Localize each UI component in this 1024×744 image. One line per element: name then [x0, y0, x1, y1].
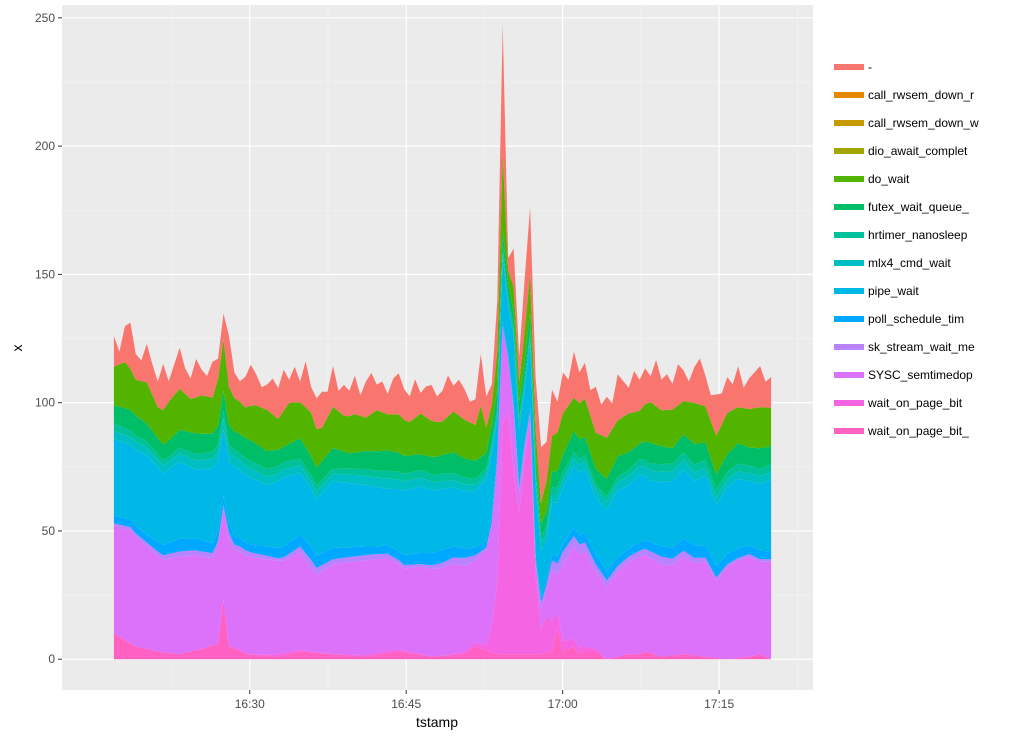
x-tick-label: 16:45	[391, 697, 421, 711]
area-series-dash	[113, 25, 772, 504]
x-tick-label: 17:00	[548, 697, 578, 711]
legend-label: -	[868, 60, 872, 74]
x-tick-label: 17:15	[704, 697, 734, 711]
legend-swatch	[834, 260, 864, 266]
legend-label: call_rwsem_down_r	[868, 88, 974, 102]
y-tick-label: 50	[42, 524, 56, 538]
x-axis-title: tstamp	[416, 714, 458, 730]
legend-swatch	[834, 316, 864, 322]
area-series-mlx4-cmd-wait	[113, 250, 772, 552]
area-series-futex-wait-queue	[113, 230, 772, 538]
y-tick-label: 250	[35, 11, 55, 25]
legend-swatch	[834, 92, 864, 98]
legend-swatch	[834, 428, 864, 434]
y-tick-label: 0	[48, 652, 55, 666]
legend-label: do_wait	[868, 172, 910, 186]
legend: - call_rwsem_down_r call_rwsem_down_w dio_a…	[834, 60, 979, 438]
stacked-areas	[113, 25, 772, 660]
legend-label: call_rwsem_down_w	[868, 116, 979, 130]
y-tick-label: 150	[35, 267, 55, 281]
legend-label: sk_stream_wait_me	[868, 340, 975, 354]
y-tick-label: 200	[35, 139, 55, 153]
legend-label: hrtimer_nanosleep	[868, 228, 968, 242]
y-axis-title: x	[9, 345, 25, 352]
area-series-pipe-wait	[113, 256, 772, 598]
area-series-do-wait	[113, 153, 772, 525]
legend-label: pipe_wait	[868, 284, 919, 298]
legend-swatch	[834, 120, 864, 126]
x-tick-label: 16:30	[235, 697, 265, 711]
legend-label: SYSC_semtimedop	[868, 368, 973, 382]
legend-label: wait_on_page_bit	[867, 396, 963, 410]
legend-label: wait_on_page_bit_	[867, 424, 969, 438]
legend-swatch	[834, 232, 864, 238]
axes: 0 50 100 150 200 250 16:30 16:45 17:00 17:15	[35, 11, 734, 711]
legend-label: mlx4_cmd_wait	[868, 256, 951, 270]
legend-label: poll_schedule_tim	[868, 312, 964, 326]
legend-swatch	[834, 344, 864, 350]
legend-swatch	[834, 64, 864, 70]
legend-swatch	[834, 176, 864, 182]
legend-swatch	[834, 204, 864, 210]
legend-label: dio_await_complet	[868, 144, 968, 158]
y-tick-label: 100	[35, 396, 55, 410]
legend-swatch	[834, 288, 864, 294]
legend-label: futex_wait_queue_	[868, 200, 969, 214]
area-series-sysc-semtimedop	[113, 325, 772, 660]
legend-swatch	[834, 400, 864, 406]
legend-swatch	[834, 372, 864, 378]
legend-swatch	[834, 148, 864, 154]
area-series-hrtimer-nanosleep	[113, 245, 772, 544]
